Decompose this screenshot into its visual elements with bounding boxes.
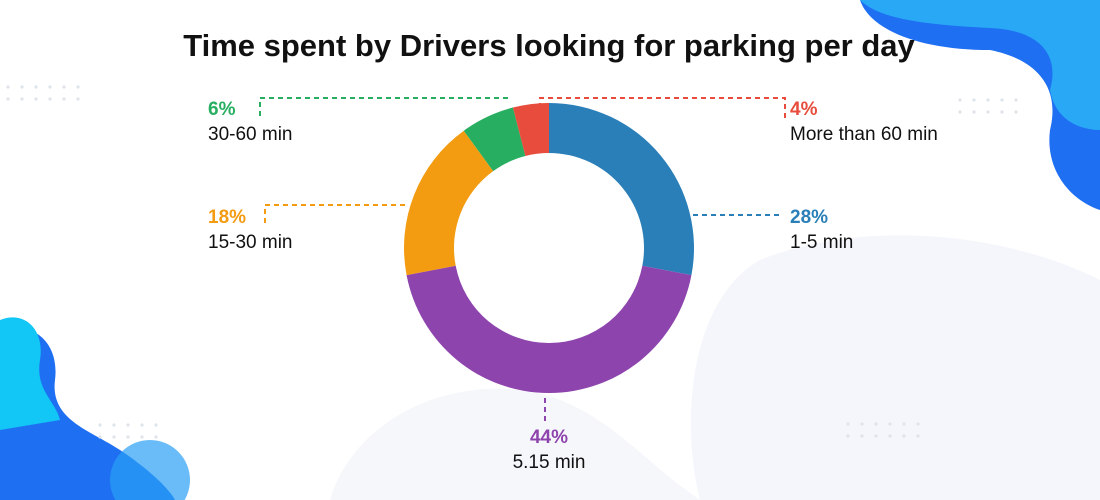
- dot-grid: [6, 85, 1018, 439]
- corner-blob: [0, 317, 60, 430]
- data-label: 28%: [790, 207, 828, 228]
- data-label: 4%: [790, 99, 818, 120]
- category-label: 15-30 min: [208, 232, 293, 253]
- donut-slice: [549, 103, 694, 276]
- leader-line: [264, 204, 405, 224]
- data-label: 44%: [530, 427, 568, 448]
- background-blob: [330, 388, 700, 500]
- donut-slice: [512, 103, 549, 156]
- leader-line: [259, 97, 508, 120]
- data-label: 6%: [208, 99, 236, 120]
- corner-blob: [110, 440, 190, 500]
- category-label: More than 60 min: [790, 124, 938, 145]
- donut-slice: [406, 265, 692, 393]
- data-label: 18%: [208, 207, 246, 228]
- corner-blob: [860, 0, 1100, 130]
- category-label: 30-60 min: [208, 124, 293, 145]
- donut-slice: [463, 107, 526, 172]
- leader-line: [539, 97, 786, 120]
- category-label: 1-5 min: [790, 232, 853, 253]
- corner-blob: [860, 0, 1100, 210]
- donut-slice: [404, 130, 494, 276]
- corner-blob: [0, 327, 175, 500]
- background-blob: [690, 235, 1100, 500]
- category-label: 5.15 min: [513, 452, 586, 473]
- chart-title: Time spent by Drivers looking for parkin…: [183, 28, 915, 63]
